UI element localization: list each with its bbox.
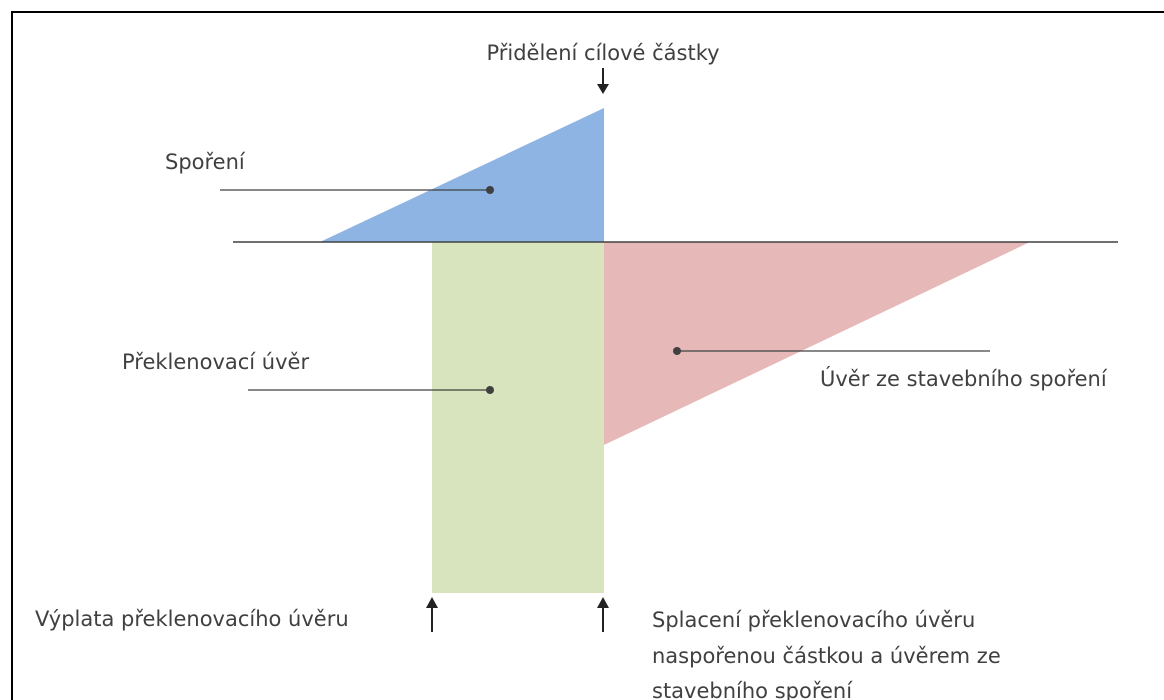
leader-dot xyxy=(486,386,494,394)
repayment-label: naspořenou částkou a úvěrem ze xyxy=(652,644,1001,668)
leader-dot xyxy=(486,186,494,194)
allocation-label: Přidělení cílové částky xyxy=(486,41,719,65)
loan-area xyxy=(604,242,1030,445)
arrow-head xyxy=(597,597,609,608)
repayment-label: stavebního spoření xyxy=(652,679,853,700)
loan-label: Úvěr ze stavebního spoření xyxy=(820,366,1108,391)
repayment-label: Splacení překlenovacího úvěru xyxy=(652,608,975,632)
bridging-area xyxy=(432,242,604,593)
arrow-head xyxy=(426,597,438,608)
arrow-head xyxy=(597,84,609,94)
frame xyxy=(11,11,1164,700)
saving-area xyxy=(320,108,604,242)
leader-dot xyxy=(673,347,681,355)
payout-label: Výplata překlenovacího úvěru xyxy=(35,607,349,631)
saving-label: Spoření xyxy=(165,150,246,174)
bridging-label: Překlenovací úvěr xyxy=(122,350,309,374)
